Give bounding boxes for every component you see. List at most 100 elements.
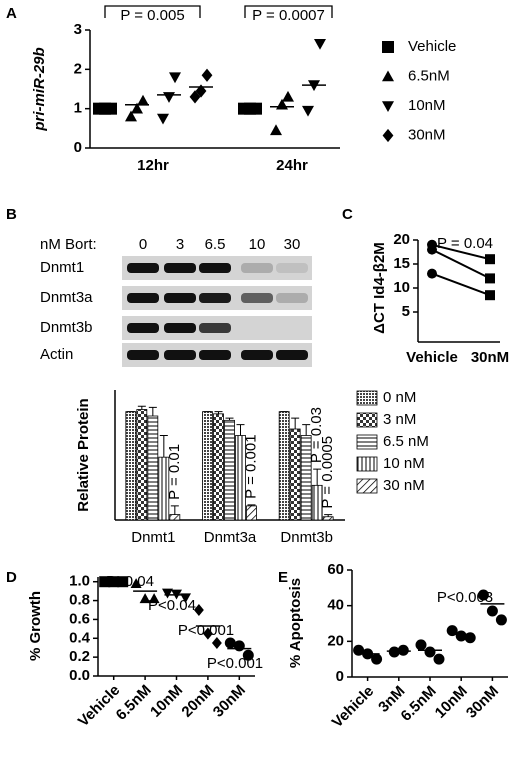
y-axis-label: % Apoptosis — [287, 578, 304, 668]
y-tick-label: 20 — [393, 231, 410, 248]
point — [189, 90, 201, 104]
bar — [278, 411, 290, 521]
point — [415, 639, 427, 651]
y-tick-label: 15 — [393, 255, 410, 272]
point — [486, 605, 498, 617]
band — [276, 293, 308, 303]
y-axis-label: % Growth — [27, 591, 44, 661]
annotation: P = 0.0005 — [319, 436, 336, 509]
point — [148, 593, 160, 604]
band — [276, 263, 308, 273]
point — [485, 273, 495, 284]
point — [427, 244, 437, 255]
band — [241, 293, 273, 303]
x-tick-label: 10nM — [147, 682, 186, 721]
bracket — [244, 5, 333, 18]
band — [241, 350, 273, 360]
point — [180, 593, 191, 604]
x-tick-label: Dnmt1 — [131, 529, 175, 546]
annotation: P<0.04 — [106, 573, 154, 590]
error-bar — [291, 417, 300, 429]
annotation: P<0.001 — [207, 655, 263, 672]
y-tick-label: 0 — [336, 668, 344, 685]
x-tick-label: 6.5nM — [113, 682, 155, 724]
point — [302, 105, 314, 117]
bar — [147, 415, 159, 521]
point — [139, 593, 151, 604]
bar — [322, 516, 334, 521]
y-tick-label: 20 — [327, 632, 344, 649]
y-tick-label: 5 — [402, 303, 410, 320]
error-bar — [137, 405, 146, 410]
legend-marker — [382, 70, 394, 82]
y-tick-label: 2 — [74, 60, 82, 77]
lane-label: 6.5 — [205, 236, 226, 253]
x-tick-label: Dnmt3b — [280, 529, 333, 546]
band — [199, 350, 231, 360]
y-tick-label: 0 — [74, 139, 82, 156]
point — [485, 290, 495, 301]
point — [388, 646, 400, 658]
blot-header: nM Bort: — [40, 236, 97, 253]
point — [477, 589, 489, 601]
point — [424, 646, 436, 658]
point — [137, 94, 149, 106]
band — [164, 323, 196, 333]
annotation: P<0.003 — [437, 589, 493, 606]
point — [201, 68, 213, 82]
bar — [136, 409, 148, 521]
error-bar — [324, 514, 333, 517]
band — [127, 323, 159, 333]
panel-letter: E — [278, 569, 288, 586]
y-axis-label: pri-miR-29b — [31, 47, 48, 131]
error-bar — [170, 505, 179, 515]
annotation: P = 0.03 — [308, 407, 325, 463]
legend-label: 6.5 nM — [383, 433, 429, 450]
error-bar — [159, 435, 168, 458]
point — [464, 632, 476, 644]
point — [270, 124, 282, 136]
point — [433, 653, 445, 665]
panel-letter: D — [6, 569, 17, 586]
point — [125, 110, 137, 122]
x-tick-label: 12hr — [137, 157, 169, 174]
y-tick-label: 1.0 — [69, 573, 90, 590]
point — [427, 268, 437, 279]
band — [199, 323, 231, 333]
x-tick-label: 30nM — [471, 349, 509, 366]
y-axis-label: ΔCT Id4-β2M — [371, 242, 388, 334]
y-tick-label: 0.0 — [69, 667, 90, 684]
y-tick-label: 10 — [393, 279, 410, 296]
point — [163, 92, 175, 103]
legend-label: 10nM — [408, 97, 446, 114]
band — [241, 263, 273, 273]
point — [131, 102, 143, 114]
panel-letter: B — [6, 206, 17, 223]
annotation: P = 0.0007 — [252, 7, 325, 24]
bar — [246, 505, 257, 521]
panel-letter: A — [6, 5, 17, 22]
line — [431, 272, 491, 297]
point — [397, 644, 409, 656]
band — [164, 263, 196, 273]
band — [164, 350, 196, 360]
point — [130, 578, 142, 588]
point — [282, 90, 294, 102]
x-tick-label: Dnmt3a — [204, 529, 257, 546]
annotation: P<0.04 — [148, 597, 196, 614]
legend-marker — [382, 101, 394, 112]
line — [431, 243, 491, 261]
x-tick-label: 30nM — [210, 682, 249, 721]
legend-label: 0 nM — [383, 389, 416, 406]
point — [371, 653, 383, 665]
legend-swatch — [356, 478, 378, 494]
point — [233, 640, 245, 652]
lane-label: 10 — [249, 236, 266, 253]
point — [495, 614, 507, 626]
x-tick-label: Vehicle — [329, 683, 378, 732]
legend-label: 30nM — [408, 126, 446, 143]
x-tick-label: 24hr — [276, 157, 308, 174]
y-axis-label: Relative Protein — [75, 398, 92, 511]
annotation: P = 0.001 — [242, 434, 259, 498]
band — [199, 293, 231, 303]
